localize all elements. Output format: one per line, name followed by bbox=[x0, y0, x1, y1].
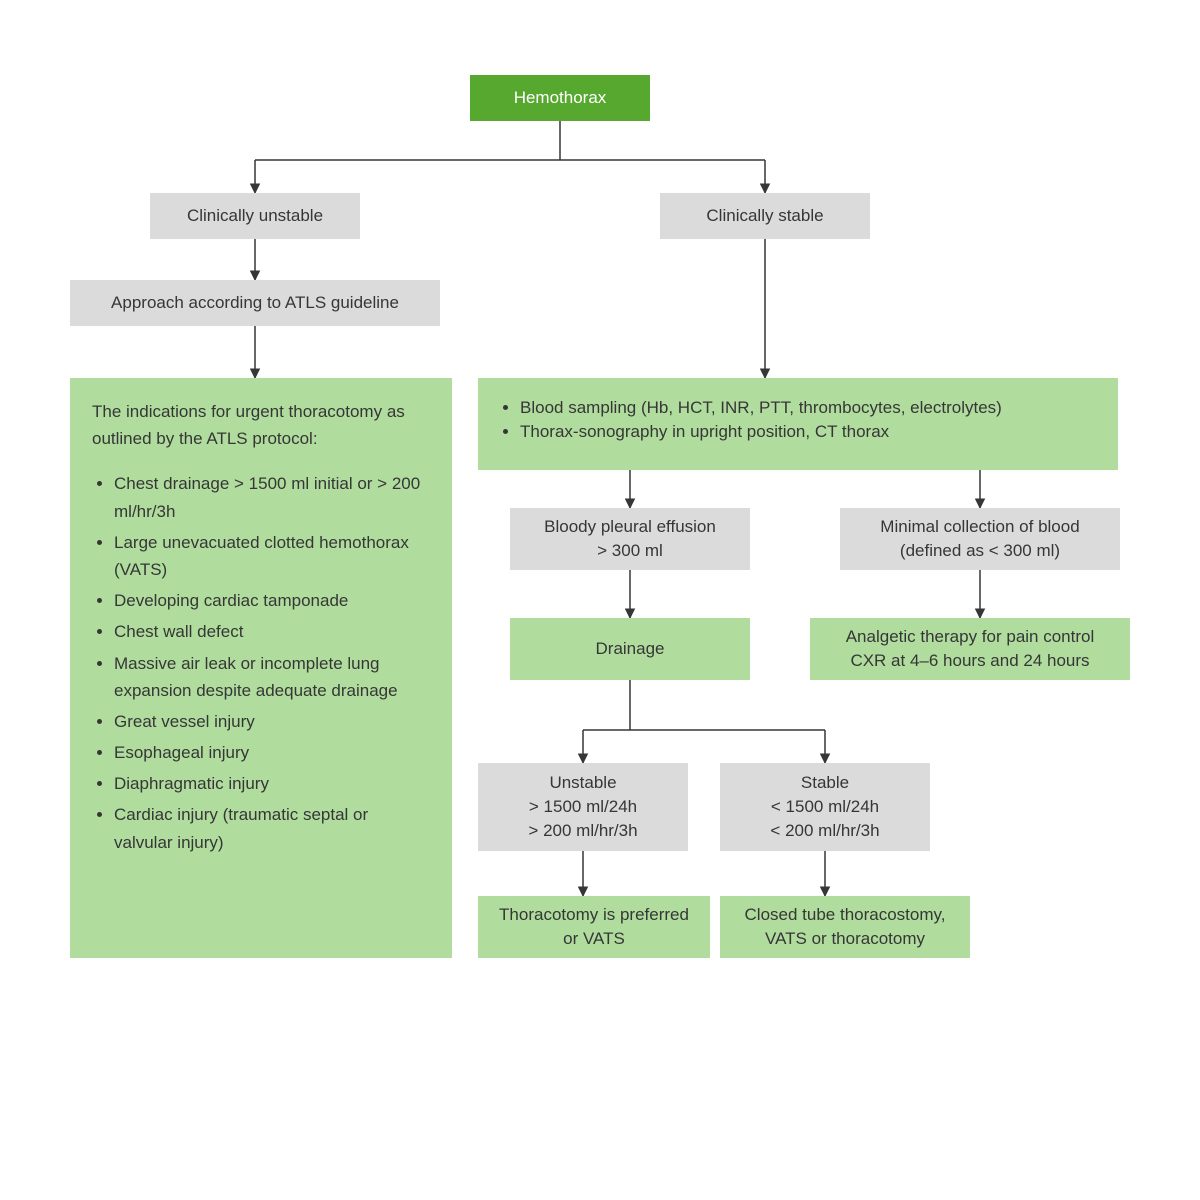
indication-item: Large unevacuated clotted hemothorax (VA… bbox=[114, 529, 430, 583]
node-minimal-collection: Minimal collection of blood(defined as <… bbox=[840, 508, 1120, 570]
label: Closed tube thoracostomy,VATS or thoraco… bbox=[745, 903, 946, 951]
label: Clinically stable bbox=[706, 204, 823, 228]
indication-item: Esophageal injury bbox=[114, 739, 430, 766]
workup-list: Blood sampling (Hb, HCT, INR, PTT, throm… bbox=[498, 396, 1002, 444]
indication-item: Great vessel injury bbox=[114, 708, 430, 735]
workup-item: Thorax-sonography in upright position, C… bbox=[520, 420, 1002, 444]
indication-item: Massive air leak or incomplete lung expa… bbox=[114, 650, 430, 704]
indication-item: Chest wall defect bbox=[114, 618, 430, 645]
label: Minimal collection of blood(defined as <… bbox=[880, 515, 1079, 563]
node-indications-thoracotomy: The indications for urgent thoracotomy a… bbox=[70, 378, 452, 958]
label: Hemothorax bbox=[514, 86, 607, 110]
label: Unstable> 1500 ml/24h> 200 ml/hr/3h bbox=[528, 771, 637, 842]
node-hemothorax: Hemothorax bbox=[470, 75, 650, 121]
node-stable-workup: Blood sampling (Hb, HCT, INR, PTT, throm… bbox=[478, 378, 1118, 470]
node-drainage-unstable: Unstable> 1500 ml/24h> 200 ml/hr/3h bbox=[478, 763, 688, 851]
node-clinically-stable: Clinically stable bbox=[660, 193, 870, 239]
indication-item: Diaphragmatic injury bbox=[114, 770, 430, 797]
node-closed-tube: Closed tube thoracostomy,VATS or thoraco… bbox=[720, 896, 970, 958]
indication-item: Chest drainage > 1500 ml initial or > 20… bbox=[114, 470, 430, 524]
indications-list: Chest drainage > 1500 ml initial or > 20… bbox=[92, 470, 430, 859]
label: Approach according to ATLS guideline bbox=[111, 291, 399, 315]
label: Bloody pleural effusion> 300 ml bbox=[544, 515, 716, 563]
intro-text: The indications for urgent thoracotomy a… bbox=[92, 398, 430, 452]
label: Thoracotomy is preferredor VATS bbox=[499, 903, 689, 951]
node-clinically-unstable: Clinically unstable bbox=[150, 193, 360, 239]
label: Drainage bbox=[596, 637, 665, 661]
label: Stable< 1500 ml/24h< 200 ml/hr/3h bbox=[770, 771, 879, 842]
label: Clinically unstable bbox=[187, 204, 323, 228]
node-thoracotomy-vats: Thoracotomy is preferredor VATS bbox=[478, 896, 710, 958]
label: Analgetic therapy for pain controlCXR at… bbox=[846, 625, 1095, 673]
indication-item: Developing cardiac tamponade bbox=[114, 587, 430, 614]
node-drainage-stable: Stable< 1500 ml/24h< 200 ml/hr/3h bbox=[720, 763, 930, 851]
node-bloody-effusion: Bloody pleural effusion> 300 ml bbox=[510, 508, 750, 570]
node-analgetic-therapy: Analgetic therapy for pain controlCXR at… bbox=[810, 618, 1130, 680]
node-atls-guideline: Approach according to ATLS guideline bbox=[70, 280, 440, 326]
node-drainage: Drainage bbox=[510, 618, 750, 680]
workup-item: Blood sampling (Hb, HCT, INR, PTT, throm… bbox=[520, 396, 1002, 420]
indication-item: Cardiac injury (traumatic septal or valv… bbox=[114, 801, 430, 855]
